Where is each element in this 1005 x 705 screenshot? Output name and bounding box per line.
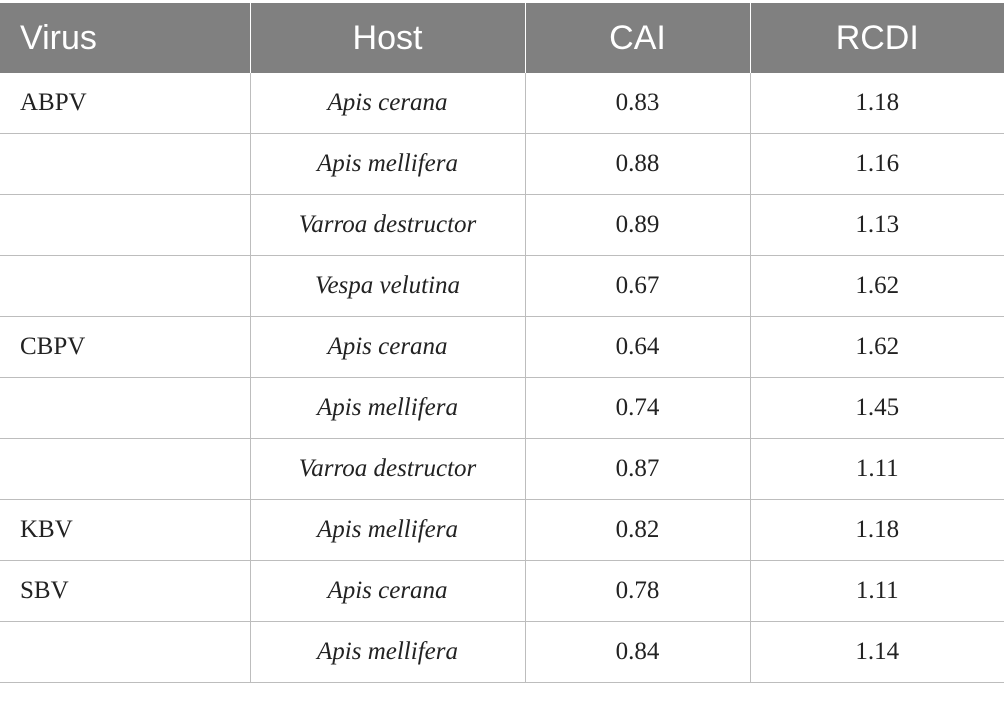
virus-cell: [0, 255, 251, 317]
header-row: Virus Host CAI RCDI: [0, 3, 1004, 73]
table-row: Varroa destructor 0.87 1.11: [0, 438, 1004, 500]
host-cell: Apis mellifera: [249, 133, 526, 195]
codon-usage-table: Virus Host CAI RCDI ABPV Apis cerana 0.8…: [0, 3, 1004, 683]
rcdi-cell: 1.14: [749, 621, 1004, 683]
cai-cell: 0.83: [524, 73, 751, 134]
header-cai: CAI: [524, 3, 750, 73]
virus-cell: [0, 377, 251, 439]
header-virus: Virus: [0, 3, 250, 73]
table-header: Virus Host CAI RCDI: [0, 3, 1004, 73]
rcdi-cell: 1.16: [749, 133, 1004, 195]
table-row: Apis mellifera 0.88 1.16: [0, 133, 1004, 195]
virus-cell: CBPV: [0, 316, 251, 378]
cai-cell: 0.88: [524, 133, 751, 195]
virus-cell: [0, 133, 251, 195]
cai-cell: 0.87: [524, 438, 751, 500]
cai-cell: 0.67: [524, 255, 751, 317]
table-body: ABPV Apis cerana 0.83 1.18 Apis mellifer…: [0, 73, 1004, 683]
cai-cell: 0.84: [524, 621, 751, 683]
host-cell: Varroa destructor: [249, 194, 526, 256]
host-cell: Varroa destructor: [249, 438, 526, 500]
table-row: KBV Apis mellifera 0.82 1.18: [0, 499, 1004, 561]
rcdi-cell: 1.62: [749, 316, 1004, 378]
virus-cell: [0, 438, 251, 500]
host-cell: Apis mellifera: [249, 621, 526, 683]
table-row: SBV Apis cerana 0.78 1.11: [0, 560, 1004, 622]
table-row: ABPV Apis cerana 0.83 1.18: [0, 73, 1004, 134]
cai-cell: 0.89: [524, 194, 751, 256]
table-row: Apis mellifera 0.74 1.45: [0, 377, 1004, 439]
table-row: Vespa velutina 0.67 1.62: [0, 255, 1004, 317]
cai-cell: 0.74: [524, 377, 751, 439]
virus-cell: SBV: [0, 560, 251, 622]
rcdi-cell: 1.18: [749, 73, 1004, 134]
rcdi-cell: 1.62: [749, 255, 1004, 317]
host-cell: Apis cerana: [249, 73, 526, 134]
host-cell: Apis mellifera: [249, 377, 526, 439]
cai-cell: 0.78: [524, 560, 751, 622]
table-row: Varroa destructor 0.89 1.13: [0, 194, 1004, 256]
virus-cell: [0, 621, 251, 683]
host-cell: Apis mellifera: [249, 499, 526, 561]
table-row: CBPV Apis cerana 0.64 1.62: [0, 316, 1004, 378]
rcdi-cell: 1.13: [749, 194, 1004, 256]
virus-cell: ABPV: [0, 73, 251, 134]
rcdi-cell: 1.11: [749, 438, 1004, 500]
host-cell: Apis cerana: [249, 316, 526, 378]
cai-cell: 0.82: [524, 499, 751, 561]
rcdi-cell: 1.45: [749, 377, 1004, 439]
virus-cell: KBV: [0, 499, 251, 561]
cai-cell: 0.64: [524, 316, 751, 378]
header-rcdi: RCDI: [749, 3, 1004, 73]
host-cell: Vespa velutina: [249, 255, 526, 317]
rcdi-cell: 1.18: [749, 499, 1004, 561]
host-cell: Apis cerana: [249, 560, 526, 622]
rcdi-cell: 1.11: [749, 560, 1004, 622]
virus-cell: [0, 194, 251, 256]
header-host: Host: [249, 3, 525, 73]
table-row: Apis mellifera 0.84 1.14: [0, 621, 1004, 683]
